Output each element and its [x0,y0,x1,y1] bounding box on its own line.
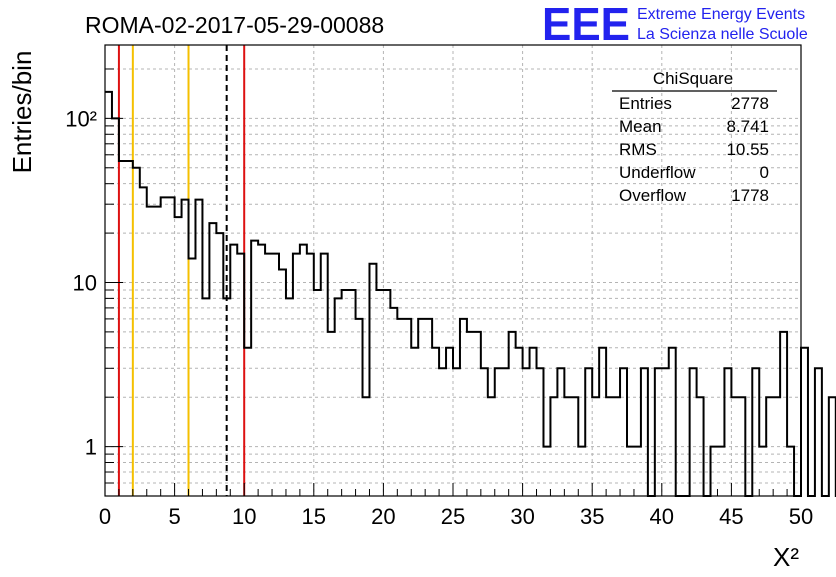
stats-value-mean: 8.741 [726,117,769,136]
x-tick-label: 35 [580,504,604,529]
stats-label-mean: Mean [619,117,662,136]
x-tick-label: 20 [371,504,395,529]
stats-box: ChiSquare Entries 2778 Mean 8.741 RMS 10.55 Un… [612,69,777,205]
project-line-1: Extreme Energy Events [637,6,805,23]
stats-label-entries: Entries [619,94,672,113]
stats-label-rms: RMS [619,140,657,159]
y-axis-label: Entries/bin [7,51,37,174]
x-tick-label: 5 [168,504,180,529]
histogram-series [105,90,836,497]
stats-value-entries: 2778 [731,94,769,113]
stats-label-overflow: Overflow [619,186,687,205]
stats-value-underflow: 0 [760,163,769,182]
stats-value-overflow: 1778 [731,186,769,205]
stats-label-underflow: Underflow [619,163,696,182]
x-tick-label: 45 [719,504,743,529]
x-tick-label: 30 [510,504,534,529]
stats-value-rms: 10.55 [726,140,769,159]
project-line-2: La Scienza nelle Scuole [637,26,808,43]
run-title: ROMA-02-2017-05-29-00088 [85,12,384,38]
y-tick-label: 10² [65,106,97,131]
x-tick-label: 25 [441,504,465,529]
x-tick-label: 50 [789,504,813,529]
y-tick-label: 1 [85,435,97,460]
x-tick-label: 15 [302,504,326,529]
y-tick-label: 10 [73,270,97,295]
x-axis-label: X² [773,542,799,572]
stats-title: ChiSquare [653,69,733,88]
x-tick-label: 10 [232,504,256,529]
x-tick-label: 0 [99,504,111,529]
x-tick-label: 40 [650,504,674,529]
axis-ticks [104,68,802,496]
y-tick-labels: 1 10 10² [65,106,97,459]
eee-logo: EEE [542,0,630,50]
x-tick-labels: 0 5 10 15 20 25 30 35 40 45 50 [99,504,813,529]
